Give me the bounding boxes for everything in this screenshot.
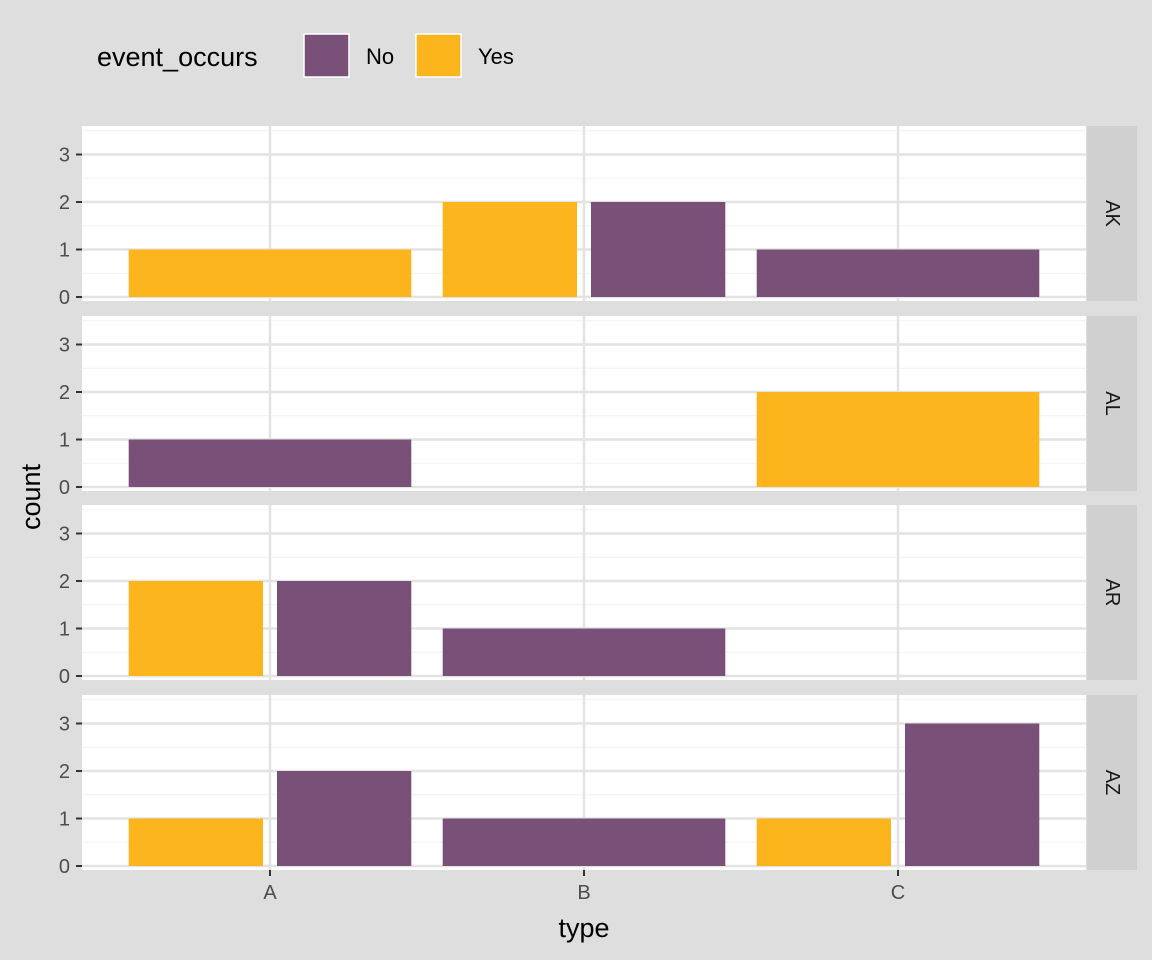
legend-key-yes bbox=[415, 33, 462, 78]
y-tick-label: 0 bbox=[59, 477, 70, 499]
y-tick-label: 1 bbox=[59, 240, 70, 262]
facet-panel-ar: 0 1 2 3 AR bbox=[59, 505, 1137, 688]
bar-al-a-no bbox=[128, 439, 412, 487]
bar-ar-b-no bbox=[442, 628, 726, 676]
y-tick-label: 0 bbox=[59, 287, 70, 309]
x-axis: A B C bbox=[263, 870, 905, 904]
bar-az-a-no bbox=[277, 771, 412, 866]
y-tick-label: 2 bbox=[59, 192, 70, 214]
facet-strip bbox=[1087, 695, 1137, 870]
bar-ak-b-yes bbox=[442, 202, 577, 297]
x-tick-label: C bbox=[891, 882, 905, 904]
bar-ak-a-yes bbox=[128, 249, 412, 297]
facet-strip bbox=[1087, 316, 1137, 491]
y-tick-label: 2 bbox=[59, 761, 70, 783]
bar-az-c-no bbox=[905, 723, 1040, 866]
y-tick-label: 3 bbox=[59, 145, 70, 167]
x-axis-label: type bbox=[558, 913, 609, 943]
facet-strip bbox=[1087, 126, 1137, 301]
facet-panel-ak: 0 1 2 3 AK bbox=[59, 126, 1137, 309]
bar-ar-a-no bbox=[277, 581, 412, 676]
y-tick-label: 3 bbox=[59, 714, 70, 736]
facet-strip-label: AR bbox=[1101, 579, 1123, 607]
bar-ak-b-no bbox=[591, 202, 726, 297]
legend-label-no: No bbox=[366, 44, 394, 69]
facet-panel-al: 0 1 2 3 AL bbox=[59, 316, 1137, 499]
y-tick-label: 2 bbox=[59, 382, 70, 404]
bar-az-a-yes bbox=[128, 818, 263, 866]
facet-strip-label: AL bbox=[1101, 391, 1123, 415]
x-tick-label: A bbox=[263, 882, 277, 904]
facet-panel-az: 0 1 2 3 AZ bbox=[59, 695, 1137, 878]
y-tick-label: 1 bbox=[59, 430, 70, 452]
facet-strip-label: AK bbox=[1101, 200, 1123, 227]
y-tick-label: 1 bbox=[59, 809, 70, 831]
bar-az-b-no bbox=[442, 818, 726, 866]
x-tick-label: B bbox=[577, 882, 590, 904]
legend-key-no bbox=[303, 33, 350, 78]
bar-ak-c-no bbox=[756, 249, 1040, 297]
y-axis-label: count bbox=[16, 463, 46, 530]
y-tick-label: 1 bbox=[59, 619, 70, 641]
bar-al-c-yes bbox=[756, 392, 1040, 487]
legend-label-yes: Yes bbox=[478, 44, 514, 69]
y-tick-label: 0 bbox=[59, 666, 70, 688]
facet-strip bbox=[1087, 505, 1137, 680]
facet-panels: 0 1 2 3 AK 0 1 2 3 AL 0 1 2 3 AR 0 1 2 3 AZ bbox=[59, 126, 1137, 878]
bar-ar-a-yes bbox=[128, 581, 263, 676]
y-tick-label: 3 bbox=[59, 335, 70, 357]
y-tick-label: 3 bbox=[59, 524, 70, 546]
y-tick-label: 0 bbox=[59, 856, 70, 878]
legend: event_occurs No Yes bbox=[97, 33, 514, 78]
bar-az-c-yes bbox=[756, 818, 891, 866]
facet-strip-label: AZ bbox=[1101, 770, 1123, 796]
y-tick-label: 2 bbox=[59, 571, 70, 593]
legend-title: event_occurs bbox=[97, 42, 258, 72]
